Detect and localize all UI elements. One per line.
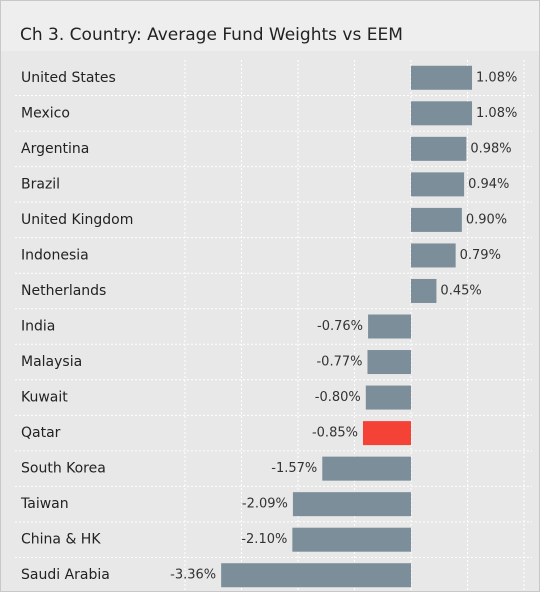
bar — [411, 65, 473, 90]
bar — [411, 207, 462, 232]
value-label: -2.10% — [241, 532, 287, 547]
bar — [411, 172, 465, 197]
category-label: Kuwait — [21, 390, 68, 406]
category-label: Qatar — [21, 425, 61, 441]
chart-title: Ch 3. Country: Average Fund Weights vs E… — [20, 25, 403, 45]
category-label: Brazil — [21, 176, 60, 192]
bar — [411, 243, 456, 268]
value-label: -0.76% — [317, 319, 363, 334]
category-label: Argentina — [21, 141, 89, 157]
value-label: 1.08% — [476, 106, 517, 121]
category-label: South Korea — [21, 461, 106, 477]
value-label: -0.80% — [315, 390, 361, 405]
bar — [362, 421, 411, 446]
bar — [365, 385, 411, 410]
value-label: 0.98% — [470, 141, 511, 156]
value-label: 1.08% — [476, 70, 517, 85]
value-label: 0.79% — [460, 248, 501, 263]
title-band — [1, 1, 539, 51]
value-label: 0.90% — [466, 212, 507, 227]
category-label: Taiwan — [20, 496, 69, 512]
bar — [411, 278, 437, 303]
bar — [368, 314, 411, 339]
category-label: Saudi Arabia — [21, 567, 110, 583]
category-label: Mexico — [21, 105, 70, 121]
category-label: Indonesia — [21, 247, 89, 263]
value-label: -3.36% — [170, 568, 216, 583]
value-label: -0.77% — [316, 355, 362, 370]
bar — [292, 527, 411, 552]
value-label: 0.45% — [440, 283, 481, 298]
bar — [221, 563, 411, 588]
value-label: -0.85% — [312, 426, 358, 441]
bar — [367, 350, 411, 375]
category-label: India — [21, 319, 55, 335]
value-label: -2.09% — [242, 497, 288, 512]
category-label: United States — [21, 70, 116, 86]
bar — [292, 492, 411, 517]
category-label: United Kingdom — [21, 212, 133, 228]
category-label: Netherlands — [21, 283, 106, 299]
bar — [411, 136, 467, 161]
category-label: Malaysia — [21, 354, 82, 370]
bar — [322, 456, 411, 481]
value-label: 0.94% — [468, 177, 509, 192]
category-label: China & HK — [21, 532, 101, 548]
bar — [411, 101, 473, 126]
value-label: -1.57% — [271, 461, 317, 476]
